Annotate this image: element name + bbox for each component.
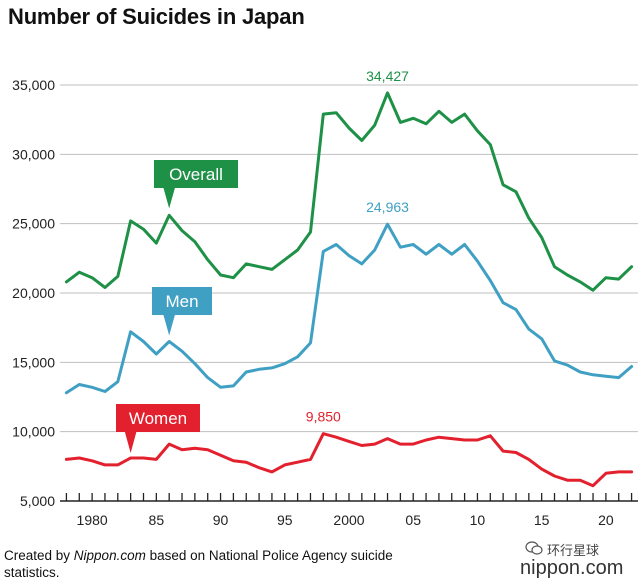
source-credit: Created by Nippon.com based on National …: [4, 547, 434, 581]
callout-pointer-women: [124, 431, 137, 454]
x-tick-label: 85: [149, 512, 165, 528]
series-line-overall: [64, 91, 634, 292]
x-tick-label: 20: [598, 512, 614, 528]
callout-box-overall: [154, 160, 238, 188]
axes: 5,000 10,000 15,000 20,000 25,000 30,000 35,00…: [12, 77, 638, 528]
credit-suffix: based on National Police Agency suicide …: [4, 548, 393, 580]
y-tick-label: 25,000: [12, 216, 55, 232]
series-line-women: [64, 432, 634, 488]
x-tick-label: 1980: [77, 512, 108, 528]
watermark-text: 环行星球: [547, 543, 600, 558]
credit-source: Nippon.com: [73, 548, 146, 563]
x-tick-label: 05: [405, 512, 421, 528]
wechat-icon: [525, 541, 543, 555]
callout-label-overall: Overall: [169, 165, 223, 184]
callout-box-women: [116, 404, 200, 432]
callout-box-men: [152, 287, 212, 315]
credit-prefix: Created by: [4, 548, 74, 563]
y-tick-label: 10,000: [12, 424, 55, 440]
annotations: 34,427 24,963 9,850 Overall Men Women: [116, 68, 409, 454]
peak-label-women: 9,850: [306, 409, 341, 425]
series-lines: [64, 91, 634, 488]
x-tick-label: 10: [470, 512, 486, 528]
x-tick-label: 2000: [333, 512, 364, 528]
y-tick-label: 5,000: [20, 493, 55, 509]
callout-label-men: Men: [165, 292, 198, 311]
nippon-logo: nippon.com: [520, 557, 624, 579]
callout-pointer-men: [163, 314, 176, 336]
peak-label-overall: 34,427: [366, 68, 409, 84]
y-tick-label: 20,000: [12, 285, 55, 301]
x-tick-label: 95: [277, 512, 293, 528]
y-tick-label: 30,000: [12, 146, 55, 162]
x-tick-label: 90: [213, 512, 229, 528]
series-line-men: [64, 222, 634, 395]
callout-label-women: Women: [129, 409, 187, 428]
callout-pointer-overall: [163, 187, 176, 209]
peak-label-men: 24,963: [366, 199, 409, 215]
y-tick-label: 15,000: [12, 354, 55, 370]
x-tick-label: 15: [534, 512, 550, 528]
chart-title: Number of Suicides in Japan: [8, 4, 305, 29]
y-tick-label: 35,000: [12, 77, 55, 93]
